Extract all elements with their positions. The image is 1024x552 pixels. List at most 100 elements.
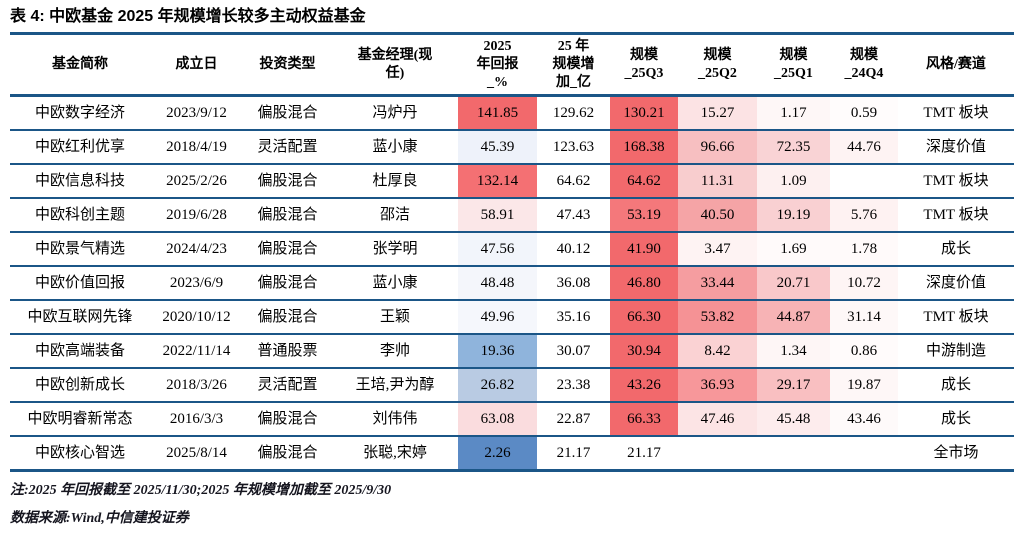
table-row: 中欧明睿新常态 2016/3/3 偏股混合 刘伟伟 63.08 22.87 66.33 47.… (10, 402, 1014, 437)
cell-manager: 蓝小康 (332, 266, 458, 301)
cell-q3: 168.38 (610, 130, 678, 165)
fund-table: 基金简称 成立日 投资类型 基金经理(现 任) 2025 年回报 _% 25 年 规模增 … (10, 36, 1014, 472)
column-header-q2: 规模 _25Q2 (678, 36, 757, 97)
table-row: 中欧红利优享 2018/4/19 灵活配置 蓝小康 45.39 123.63 168.38 9… (10, 130, 1014, 165)
cell-manager: 王培,尹为醇 (332, 368, 458, 403)
cell-q1: 20.71 (757, 266, 830, 301)
cell-name: 中欧明睿新常态 (10, 402, 150, 437)
cell-established: 2024/4/23 (150, 232, 243, 267)
cell-name: 中欧信息科技 (10, 164, 150, 199)
cell-name: 中欧科创主题 (10, 198, 150, 233)
cell-name: 中欧互联网先锋 (10, 300, 150, 335)
cell-q3: 53.19 (610, 198, 678, 233)
table-row: 中欧科创主题 2019/6/28 偏股混合 邵洁 58.91 47.43 53.19 40.5… (10, 198, 1014, 233)
cell-manager: 李帅 (332, 334, 458, 369)
cell-q1: 19.19 (757, 198, 830, 233)
cell-q4: 19.87 (830, 368, 898, 403)
cell-established: 2025/8/14 (150, 436, 243, 472)
cell-name: 中欧核心智选 (10, 436, 150, 472)
column-header-increase: 25 年 规模增 加_亿 (537, 36, 610, 97)
cell-q3: 66.33 (610, 402, 678, 437)
cell-manager: 王颖 (332, 300, 458, 335)
cell-type: 偏股混合 (243, 402, 332, 437)
cell-style: 全市场 (898, 436, 1014, 472)
cell-q2: 36.93 (678, 368, 757, 403)
cell-ret2025: 48.48 (458, 266, 537, 301)
column-header-style: 风格/赛道 (898, 36, 1014, 97)
cell-established: 2023/9/12 (150, 95, 243, 131)
column-header-q3: 规模 _25Q3 (610, 36, 678, 97)
cell-ret2025: 58.91 (458, 198, 537, 233)
cell-manager: 冯炉丹 (332, 95, 458, 131)
cell-name: 中欧高端装备 (10, 334, 150, 369)
cell-q1: 45.48 (757, 402, 830, 437)
cell-increase: 35.16 (537, 300, 610, 335)
cell-ret2025: 45.39 (458, 130, 537, 165)
cell-q1: 1.17 (757, 95, 830, 131)
table-title: 表 4: 中欧基金 2025 年规模增长较多主动权益基金 (10, 8, 366, 25)
fund-table-body: 中欧数字经济 2023/9/12 偏股混合 冯炉丹 141.85 129.62 130.21… (10, 95, 1014, 472)
cell-manager: 张聪,宋婷 (332, 436, 458, 472)
cell-q3: 21.17 (610, 436, 678, 472)
cell-q1 (757, 436, 830, 472)
cell-q4: 44.76 (830, 130, 898, 165)
cell-q4: 10.72 (830, 266, 898, 301)
cell-established: 2025/2/26 (150, 164, 243, 199)
cell-q4 (830, 436, 898, 472)
column-header-type: 投资类型 (243, 36, 332, 97)
cell-q2: 40.50 (678, 198, 757, 233)
cell-q3: 66.30 (610, 300, 678, 335)
cell-style: 成长 (898, 402, 1014, 437)
cell-name: 中欧景气精选 (10, 232, 150, 267)
cell-manager: 杜厚良 (332, 164, 458, 199)
cell-manager: 张学明 (332, 232, 458, 267)
title-divider (10, 32, 1014, 35)
cell-established: 2019/6/28 (150, 198, 243, 233)
cell-ret2025: 49.96 (458, 300, 537, 335)
table-row: 中欧高端装备 2022/11/14 普通股票 李帅 19.36 30.07 30.94 8.4… (10, 334, 1014, 369)
footnote-return-cutoff: 注:2025 年回报截至 2025/11/30;2025 年规模增加截至 202… (10, 483, 392, 498)
cell-type: 灵活配置 (243, 130, 332, 165)
cell-q3: 43.26 (610, 368, 678, 403)
cell-style: TMT 板块 (898, 164, 1014, 199)
cell-style: 成长 (898, 232, 1014, 267)
cell-style: TMT 板块 (898, 198, 1014, 233)
cell-ret2025: 132.14 (458, 164, 537, 199)
cell-ret2025: 19.36 (458, 334, 537, 369)
cell-manager: 刘伟伟 (332, 402, 458, 437)
column-header-ret2025: 2025 年回报 _% (458, 36, 537, 97)
cell-increase: 123.63 (537, 130, 610, 165)
cell-q2: 8.42 (678, 334, 757, 369)
cell-name: 中欧价值回报 (10, 266, 150, 301)
cell-q4: 1.78 (830, 232, 898, 267)
footnotes: 注:2025 年回报截至 2025/11/30;2025 年规模增加截至 202… (10, 480, 1014, 529)
cell-q3: 30.94 (610, 334, 678, 369)
cell-style: 深度价值 (898, 266, 1014, 301)
cell-established: 2023/6/9 (150, 266, 243, 301)
cell-type: 偏股混合 (243, 436, 332, 472)
cell-increase: 40.12 (537, 232, 610, 267)
fund-table-header: 基金简称 成立日 投资类型 基金经理(现 任) 2025 年回报 _% 25 年 规模增 … (10, 36, 1014, 97)
cell-ret2025: 2.26 (458, 436, 537, 472)
cell-type: 偏股混合 (243, 300, 332, 335)
column-header-q4: 规模 _24Q4 (830, 36, 898, 97)
cell-style: 中游制造 (898, 334, 1014, 369)
cell-established: 2018/3/26 (150, 368, 243, 403)
cell-increase: 47.43 (537, 198, 610, 233)
cell-type: 灵活配置 (243, 368, 332, 403)
cell-q1: 1.34 (757, 334, 830, 369)
header-row: 基金简称 成立日 投资类型 基金经理(现 任) 2025 年回报 _% 25 年 规模增 … (10, 36, 1014, 97)
table-row: 中欧互联网先锋 2020/10/12 偏股混合 王颖 49.96 35.16 66.30 53… (10, 300, 1014, 335)
column-header-manager: 基金经理(现 任) (332, 36, 458, 97)
cell-increase: 30.07 (537, 334, 610, 369)
table-row: 中欧景气精选 2024/4/23 偏股混合 张学明 47.56 40.12 41.90 3.4… (10, 232, 1014, 267)
table-row: 中欧数字经济 2023/9/12 偏股混合 冯炉丹 141.85 129.62 130.21… (10, 95, 1014, 131)
cell-type: 偏股混合 (243, 95, 332, 131)
cell-q2: 33.44 (678, 266, 757, 301)
cell-type: 偏股混合 (243, 198, 332, 233)
cell-q1: 1.69 (757, 232, 830, 267)
cell-q4: 43.46 (830, 402, 898, 437)
report-table-section: 表 4: 中欧基金 2025 年规模增长较多主动权益基金 基金简称 成立日 投资类型… (0, 6, 1024, 529)
cell-q4 (830, 164, 898, 199)
table-row: 中欧信息科技 2025/2/26 偏股混合 杜厚良 132.14 64.62 64.62 11… (10, 164, 1014, 199)
